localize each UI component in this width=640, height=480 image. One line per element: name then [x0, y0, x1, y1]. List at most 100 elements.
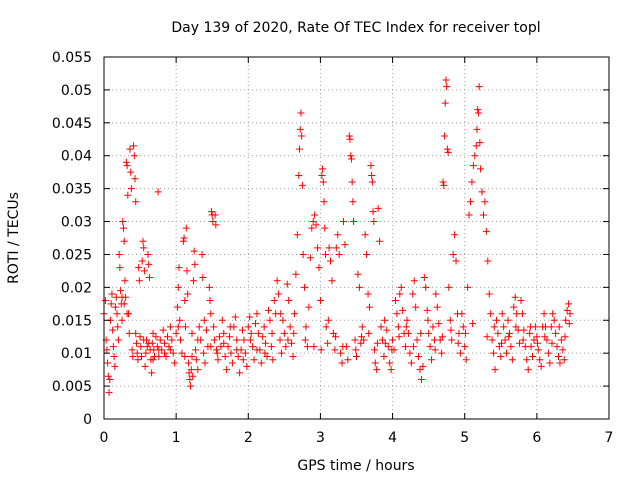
data-point	[334, 231, 342, 239]
y-tick-label: 0.045	[52, 116, 92, 132]
data-point	[261, 349, 269, 357]
data-point	[370, 218, 378, 226]
data-point	[425, 329, 433, 337]
data-point	[129, 352, 137, 360]
data-point	[105, 389, 113, 397]
data-point	[381, 339, 389, 347]
data-point	[179, 237, 187, 245]
data-point	[341, 241, 349, 249]
data-point	[240, 336, 248, 344]
data-point	[302, 323, 310, 331]
data-point	[547, 323, 555, 331]
data-point	[176, 316, 184, 324]
data-point	[565, 300, 573, 308]
data-point	[500, 323, 508, 331]
data-point	[233, 346, 241, 354]
data-point	[327, 257, 335, 265]
data-point	[332, 244, 340, 252]
data-point	[413, 336, 421, 344]
data-point	[459, 323, 467, 331]
data-point	[162, 352, 170, 360]
data-point	[175, 264, 183, 272]
data-point	[215, 333, 223, 341]
data-point	[131, 175, 139, 183]
data-point	[174, 323, 182, 331]
data-point	[172, 329, 180, 337]
data-point	[119, 224, 127, 232]
data-point	[110, 352, 118, 360]
data-point	[320, 198, 328, 206]
data-point	[471, 152, 479, 160]
data-point	[550, 316, 558, 324]
data-point	[277, 310, 285, 318]
data-point	[503, 349, 511, 357]
data-point	[553, 343, 561, 351]
data-point	[266, 316, 274, 324]
data-point	[297, 109, 305, 117]
data-point	[404, 329, 412, 337]
data-point	[224, 343, 232, 351]
data-point	[125, 329, 133, 337]
plot-frame	[103, 56, 610, 420]
data-point	[166, 346, 174, 354]
data-point	[104, 359, 112, 367]
data-point	[566, 310, 574, 318]
data-point	[369, 208, 377, 216]
data-point	[194, 336, 202, 344]
data-point	[192, 356, 200, 364]
data-point	[180, 234, 188, 242]
data-point	[456, 349, 464, 357]
data-point	[377, 323, 385, 331]
data-point	[371, 346, 379, 354]
data-point	[257, 359, 265, 367]
data-point	[189, 372, 197, 380]
data-point	[511, 293, 519, 301]
data-point	[138, 257, 146, 265]
data-point	[195, 323, 203, 331]
data-point	[106, 376, 114, 384]
data-point	[435, 320, 443, 328]
data-point	[403, 316, 411, 324]
data-point	[468, 178, 476, 186]
data-point	[445, 283, 453, 291]
data-point	[555, 352, 562, 360]
data-point	[381, 316, 389, 324]
data-point	[563, 306, 571, 314]
data-point	[485, 290, 493, 298]
data-point	[557, 336, 565, 344]
data-point	[159, 326, 167, 334]
data-point	[352, 346, 360, 354]
data-point	[321, 224, 329, 232]
data-points	[100, 76, 574, 397]
y-tick-labels: 0 0.005 0.01 0.015 0.02 0.025 0.03 0.035 0.04 0.0…	[52, 50, 92, 428]
data-point	[428, 356, 436, 364]
data-point	[200, 316, 208, 324]
data-point	[540, 310, 548, 318]
data-point	[123, 162, 131, 170]
data-point	[148, 369, 156, 377]
data-point	[335, 250, 343, 258]
data-point	[227, 349, 235, 357]
data-point	[373, 339, 381, 347]
data-point	[168, 336, 176, 344]
data-point	[218, 316, 226, 324]
data-point	[534, 339, 542, 347]
data-point	[455, 329, 463, 337]
data-point	[451, 231, 459, 239]
data-point	[101, 297, 109, 305]
data-point	[231, 313, 239, 321]
data-point	[384, 343, 392, 351]
data-point	[188, 352, 196, 360]
data-point	[524, 366, 532, 374]
data-point	[205, 283, 213, 291]
data-point	[309, 218, 317, 226]
data-point	[161, 339, 169, 347]
y-tick-label: 0.015	[52, 313, 92, 329]
data-point	[316, 297, 324, 305]
data-point	[501, 336, 509, 344]
data-point	[364, 290, 372, 298]
data-point	[289, 352, 297, 360]
data-point	[296, 145, 304, 153]
data-point	[498, 310, 506, 318]
data-point	[275, 290, 283, 298]
